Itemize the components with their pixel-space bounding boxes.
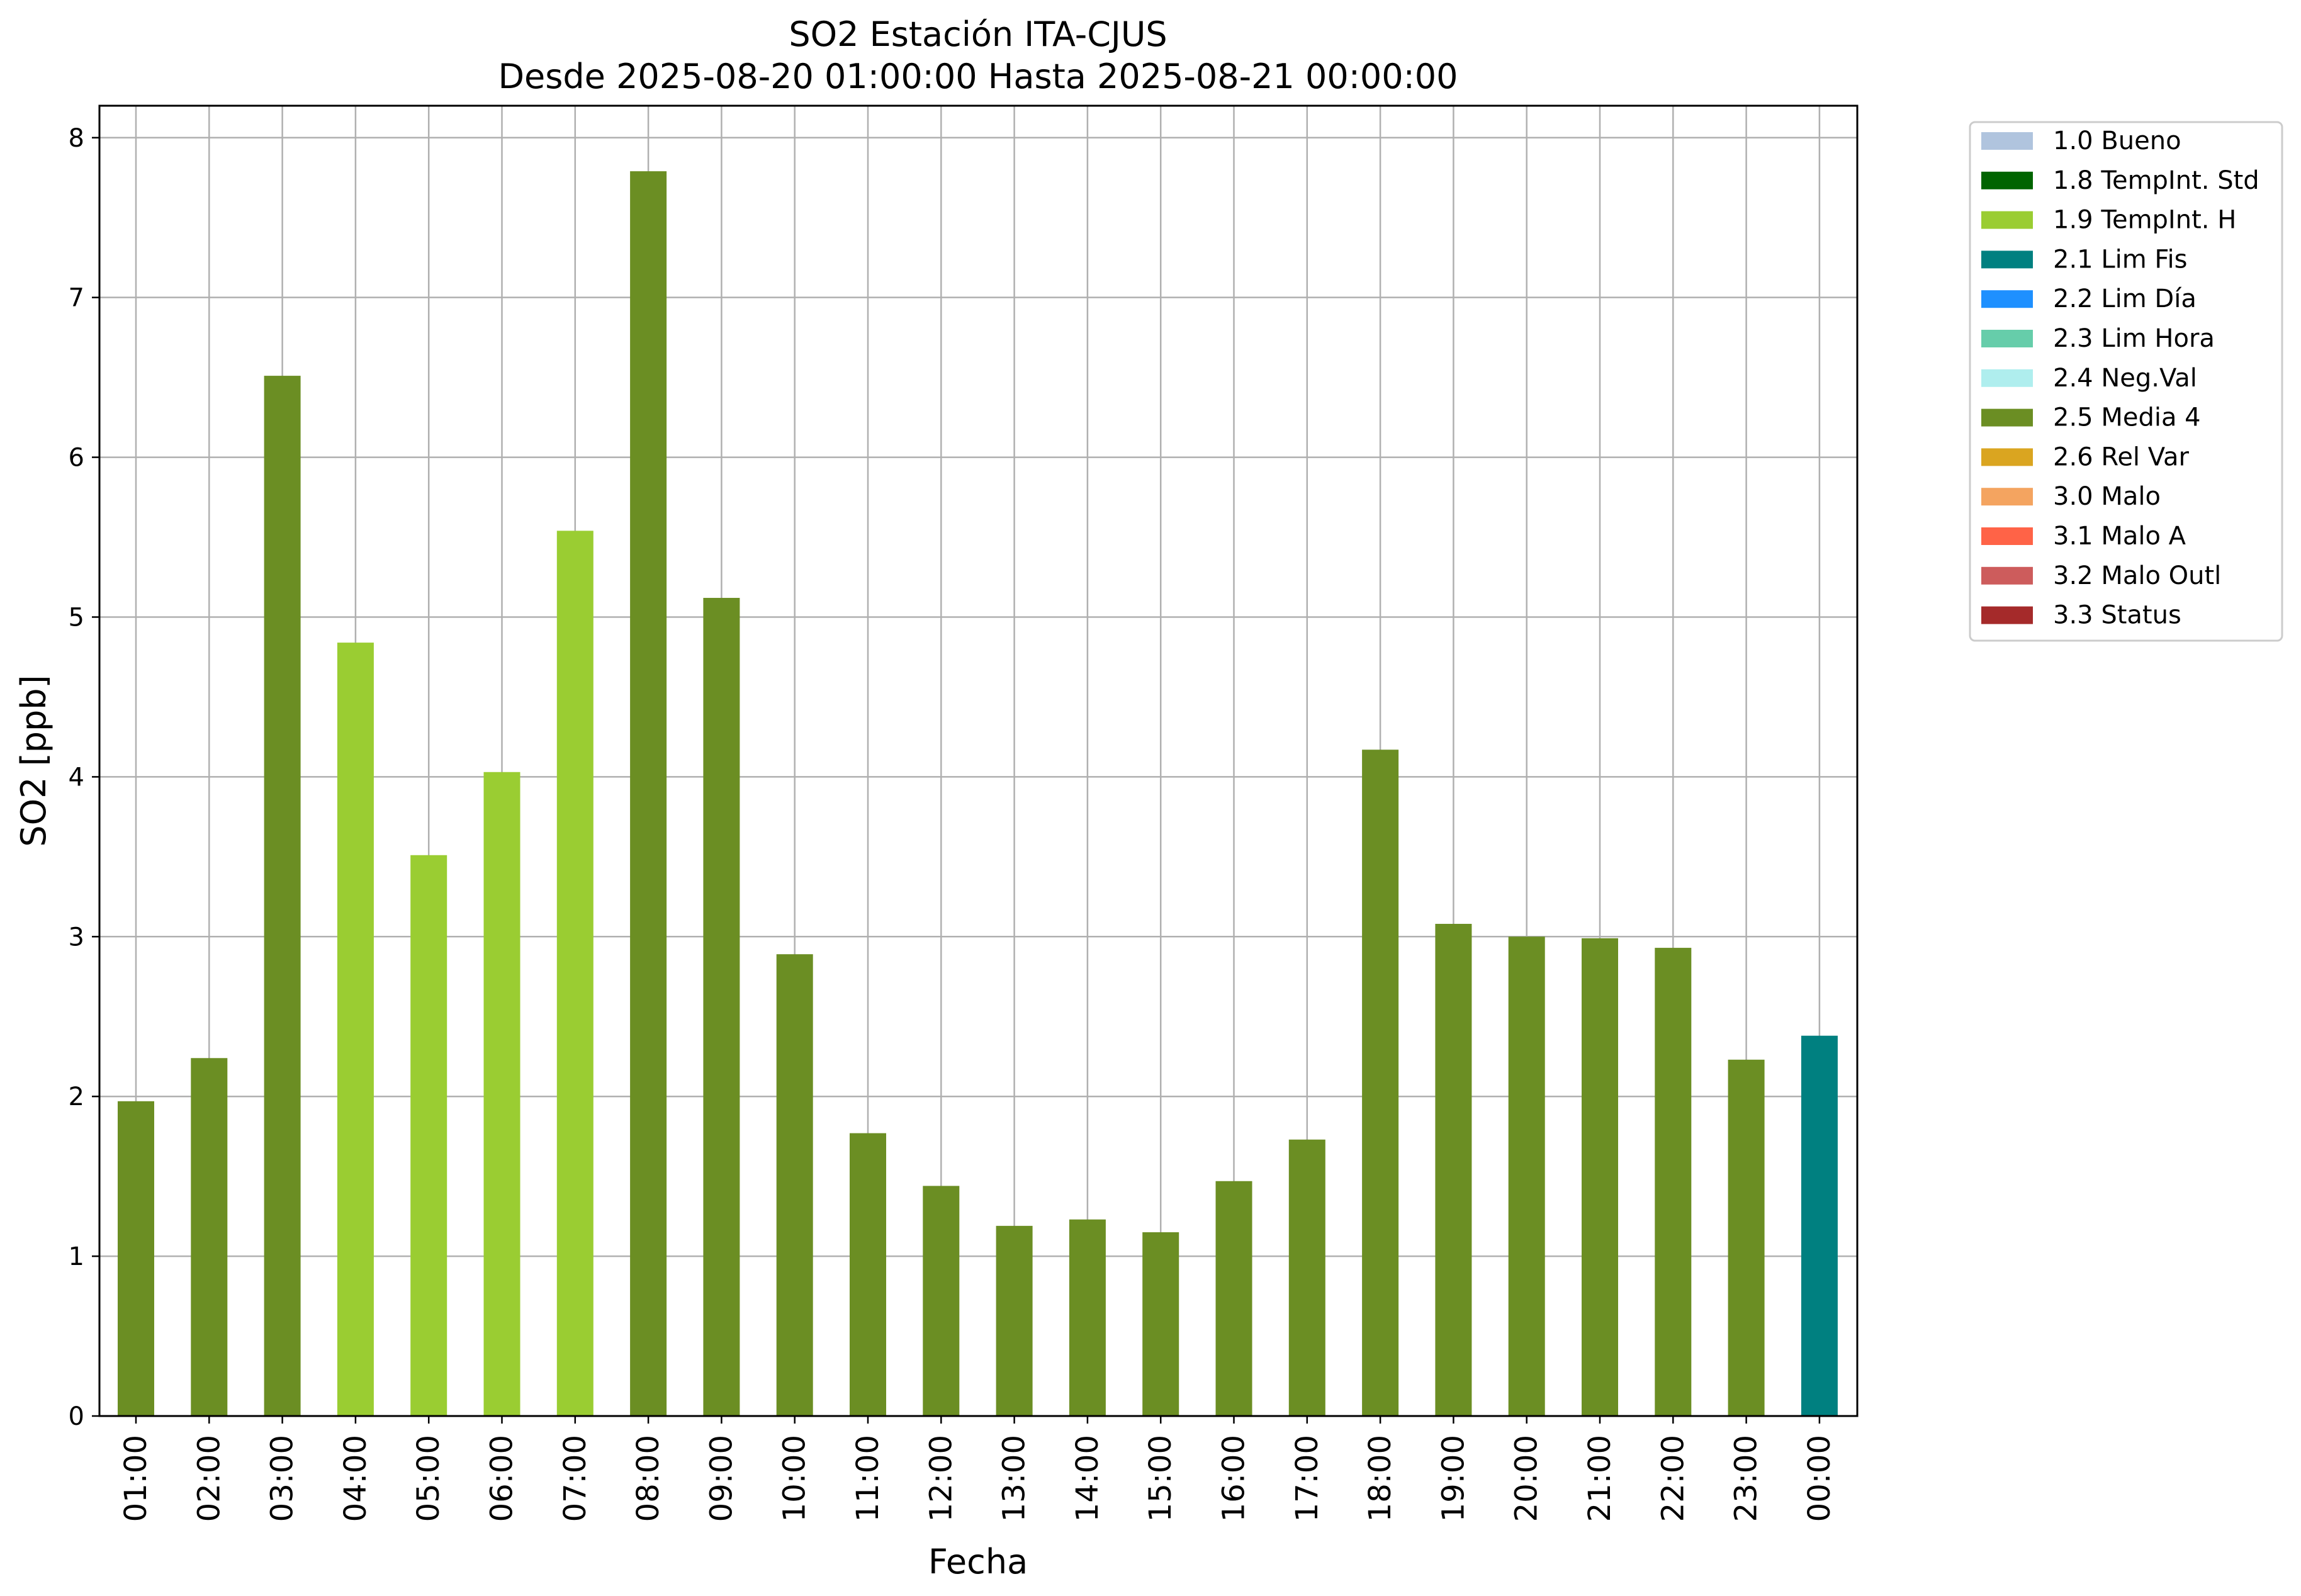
legend-swatch	[1981, 250, 2033, 269]
x-tick-label: 06:00	[485, 1435, 520, 1522]
x-tick-label: 18:00	[1363, 1435, 1398, 1522]
bar	[1435, 923, 1472, 1416]
legend-swatch	[1981, 408, 2033, 427]
x-tick-label: 09:00	[704, 1435, 739, 1522]
legend-swatch	[1981, 330, 2033, 347]
legend-swatch	[1981, 566, 2033, 585]
x-tick-label: 11:00	[850, 1435, 886, 1522]
bar	[1069, 1219, 1106, 1416]
legend-swatch	[1981, 488, 2033, 506]
x-tick-label: 21:00	[1582, 1435, 1617, 1522]
legend-swatch	[1981, 211, 2033, 229]
legend-swatch	[1981, 132, 2033, 150]
legend-label: 1.9 TempInt. H	[2053, 206, 2236, 235]
legend-label: 2.4 Neg.Val	[2053, 364, 2197, 393]
x-tick-label: 00:00	[1802, 1435, 1837, 1522]
bar	[1362, 750, 1399, 1416]
legend-label: 2.6 Rel Var	[2053, 442, 2190, 471]
y-tick-label: 7	[69, 284, 84, 313]
x-tick-label: 07:00	[558, 1435, 593, 1522]
plot-frame	[98, 104, 1859, 1417]
y-axis-ticks: 0 1 2 3 4 5 6 7 8	[69, 124, 99, 1431]
y-tick-label: 1	[69, 1242, 84, 1271]
legend-swatch	[1981, 290, 2033, 308]
bar	[191, 1058, 228, 1416]
bar	[410, 855, 447, 1416]
x-tick-label: 05:00	[411, 1435, 446, 1522]
legend-label: 1.8 TempInt. Std	[2053, 166, 2259, 195]
bar	[703, 598, 740, 1416]
bar	[337, 643, 374, 1416]
x-tick-label: 12:00	[923, 1435, 959, 1522]
x-axis-label: Fecha	[928, 1542, 1028, 1582]
legend-label: 3.2 Malo Outl	[2053, 561, 2221, 590]
x-tick-label: 08:00	[631, 1435, 666, 1522]
y-tick-label: 5	[69, 603, 84, 632]
y-tick-label: 3	[69, 923, 84, 952]
bar	[850, 1133, 886, 1416]
legend-label: 2.2 Lim Día	[2053, 284, 2197, 313]
x-axis-ticks: 01:00 02:00 03:00 04:00 05:00 06:00 07:00 08:00…	[118, 1416, 1837, 1522]
y-axis-label: SO2 [ppb]	[14, 675, 53, 846]
y-tick-label: 8	[69, 124, 84, 153]
bar	[1215, 1181, 1252, 1416]
legend-swatch	[1981, 527, 2033, 545]
x-tick-label: 16:00	[1217, 1435, 1252, 1522]
legend-label: 2.3 Lim Hora	[2053, 324, 2215, 353]
legend-label: 3.0 Malo	[2053, 482, 2161, 511]
legend-swatch	[1981, 369, 2033, 387]
x-tick-label: 10:00	[777, 1435, 813, 1522]
bar	[996, 1225, 1033, 1416]
x-tick-label: 13:00	[997, 1435, 1032, 1522]
bar	[776, 954, 813, 1416]
legend-label: 2.5 Media 4	[2053, 403, 2201, 432]
bars	[118, 171, 1838, 1417]
legend-swatch	[1981, 448, 2033, 466]
bar	[630, 171, 667, 1417]
legend-label: 3.3 Status	[2053, 601, 2181, 630]
x-tick-label: 19:00	[1436, 1435, 1471, 1522]
x-tick-label: 20:00	[1509, 1435, 1544, 1522]
legend-swatch	[1981, 171, 2033, 189]
x-tick-label: 04:00	[338, 1435, 373, 1522]
x-tick-label: 23:00	[1729, 1435, 1764, 1522]
y-tick-label: 6	[69, 444, 84, 473]
y-tick-label: 0	[69, 1402, 84, 1431]
chart-title: SO2 Estación ITA-CJUS	[789, 14, 1167, 54]
legend-label: 3.1 Malo A	[2053, 522, 2186, 551]
bar	[483, 772, 520, 1416]
x-tick-label: 22:00	[1655, 1435, 1691, 1522]
chart-subtitle: Desde 2025-08-20 01:00:00 Hasta 2025-08-…	[498, 57, 1458, 96]
legend-label: 2.1 Lim Fis	[2053, 245, 2187, 274]
bar	[556, 531, 594, 1416]
bar	[1142, 1232, 1179, 1416]
x-tick-label: 15:00	[1143, 1435, 1178, 1522]
bar	[1801, 1035, 1838, 1416]
legend: 1.0 Bueno 1.8 TempInt. Std 1.9 TempInt. H 2…	[1969, 121, 2283, 642]
x-tick-label: 03:00	[265, 1435, 300, 1522]
bar	[1288, 1139, 1325, 1416]
x-tick-label: 17:00	[1290, 1435, 1325, 1522]
x-tick-label: 01:00	[118, 1435, 154, 1522]
legend-frame	[1969, 121, 2283, 642]
bar	[264, 376, 301, 1416]
bar	[1508, 936, 1545, 1416]
bar	[923, 1186, 960, 1416]
legend-swatch	[1981, 606, 2033, 624]
x-tick-label: 14:00	[1070, 1435, 1105, 1522]
bar	[1582, 938, 1618, 1416]
bar	[1728, 1059, 1765, 1416]
bar	[1655, 948, 1692, 1416]
y-tick-label: 2	[69, 1082, 84, 1111]
x-tick-label: 02:00	[191, 1435, 227, 1522]
y-tick-label: 4	[69, 763, 84, 792]
legend-label: 1.0 Bueno	[2053, 126, 2181, 155]
bar	[118, 1101, 154, 1416]
